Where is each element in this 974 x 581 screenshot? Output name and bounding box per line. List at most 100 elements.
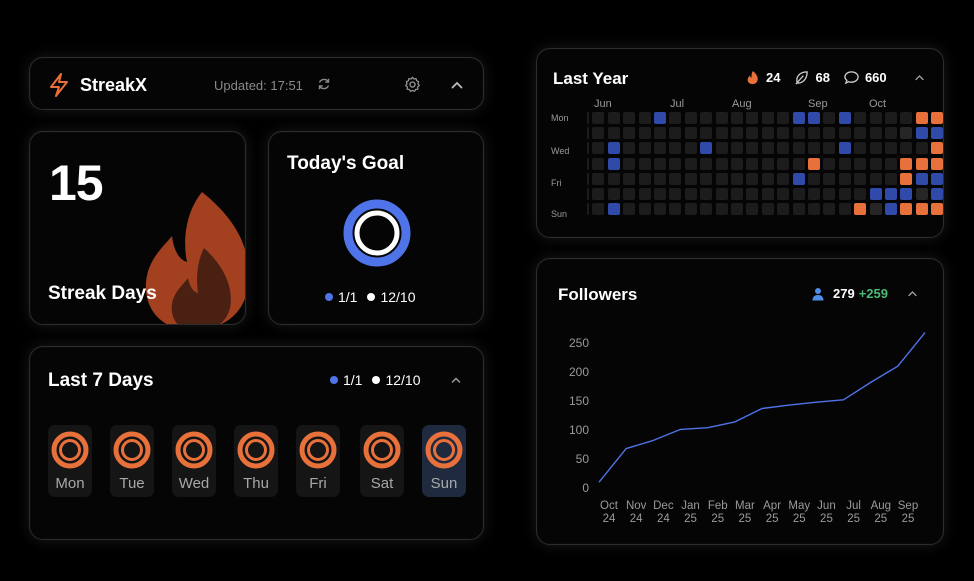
day-cell[interactable]: [823, 142, 836, 155]
day-cell[interactable]: [777, 188, 790, 200]
day-cell[interactable]: [684, 142, 697, 155]
day-cell[interactable]: [654, 127, 666, 140]
day-cell[interactable]: [700, 142, 713, 155]
day-cell[interactable]: [654, 112, 666, 124]
day-cell[interactable]: [684, 157, 697, 170]
day-cell[interactable]: [746, 142, 759, 155]
day-fri[interactable]: Fri: [296, 425, 340, 497]
day-cell[interactable]: [838, 112, 851, 124]
day-cell[interactable]: [669, 142, 682, 155]
day-cell[interactable]: [587, 157, 589, 170]
day-cell[interactable]: [761, 127, 774, 140]
day-cell[interactable]: [885, 188, 897, 200]
day-cell[interactable]: [684, 172, 697, 185]
day-cell[interactable]: [592, 188, 605, 200]
day-cell[interactable]: [654, 157, 666, 170]
day-cell[interactable]: [607, 188, 620, 200]
day-cell[interactable]: [592, 203, 605, 216]
day-cell[interactable]: [900, 112, 913, 124]
day-cell[interactable]: [715, 127, 728, 140]
day-mon[interactable]: Mon: [48, 425, 92, 497]
day-cell[interactable]: [915, 127, 928, 140]
day-cell[interactable]: [731, 188, 743, 200]
day-cell[interactable]: [715, 142, 728, 155]
day-cell[interactable]: [792, 157, 805, 170]
day-cell[interactable]: [854, 127, 867, 140]
day-cell[interactable]: [915, 157, 928, 170]
day-cell[interactable]: [777, 172, 790, 185]
day-cell[interactable]: [587, 127, 589, 140]
day-cell[interactable]: [854, 203, 867, 216]
day-cell[interactable]: [808, 142, 820, 155]
day-cell[interactable]: [900, 172, 913, 185]
day-cell[interactable]: [715, 112, 728, 124]
day-cell[interactable]: [915, 112, 928, 124]
day-cell[interactable]: [746, 172, 759, 185]
chevron-up-icon[interactable]: [914, 72, 925, 83]
day-cell[interactable]: [623, 188, 636, 200]
day-cell[interactable]: [792, 127, 805, 140]
day-cell[interactable]: [684, 188, 697, 200]
day-cell[interactable]: [587, 188, 589, 200]
day-cell[interactable]: [900, 188, 913, 200]
day-cell[interactable]: [854, 188, 867, 200]
day-cell[interactable]: [808, 172, 820, 185]
day-cell[interactable]: [638, 188, 651, 200]
day-cell[interactable]: [700, 127, 713, 140]
day-tue[interactable]: Tue: [110, 425, 154, 497]
day-cell[interactable]: [854, 172, 867, 185]
day-cell[interactable]: [792, 142, 805, 155]
day-cell[interactable]: [761, 203, 774, 216]
day-cell[interactable]: [731, 142, 743, 155]
day-cell[interactable]: [761, 172, 774, 185]
day-cell[interactable]: [715, 203, 728, 216]
day-cell[interactable]: [731, 203, 743, 216]
day-cell[interactable]: [607, 142, 620, 155]
day-cell[interactable]: [869, 157, 882, 170]
day-cell[interactable]: [838, 142, 851, 155]
day-sun[interactable]: Sun: [422, 425, 466, 497]
day-cell[interactable]: [684, 112, 697, 124]
day-cell[interactable]: [654, 172, 666, 185]
day-cell[interactable]: [638, 142, 651, 155]
day-cell[interactable]: [684, 203, 697, 216]
day-cell[interactable]: [854, 157, 867, 170]
day-cell[interactable]: [587, 112, 589, 124]
day-cell[interactable]: [700, 203, 713, 216]
day-cell[interactable]: [623, 203, 636, 216]
day-cell[interactable]: [777, 112, 790, 124]
day-cell[interactable]: [587, 203, 589, 216]
chevron-up-icon[interactable]: [907, 288, 918, 299]
day-cell[interactable]: [669, 127, 682, 140]
day-cell[interactable]: [792, 112, 805, 124]
day-cell[interactable]: [854, 112, 867, 124]
day-cell[interactable]: [607, 172, 620, 185]
day-cell[interactable]: [638, 157, 651, 170]
day-cell[interactable]: [592, 142, 605, 155]
day-cell[interactable]: [915, 142, 928, 155]
day-cell[interactable]: [931, 188, 943, 200]
day-cell[interactable]: [638, 112, 651, 124]
day-cell[interactable]: [607, 112, 620, 124]
day-cell[interactable]: [731, 112, 743, 124]
day-cell[interactable]: [623, 157, 636, 170]
day-cell[interactable]: [777, 157, 790, 170]
day-cell[interactable]: [915, 203, 928, 216]
day-cell[interactable]: [869, 112, 882, 124]
chevron-up-icon[interactable]: [450, 374, 462, 386]
day-cell[interactable]: [700, 157, 713, 170]
day-cell[interactable]: [654, 142, 666, 155]
day-cell[interactable]: [715, 172, 728, 185]
day-cell[interactable]: [885, 157, 897, 170]
day-cell[interactable]: [869, 172, 882, 185]
day-cell[interactable]: [761, 112, 774, 124]
day-cell[interactable]: [669, 112, 682, 124]
day-thu[interactable]: Thu: [234, 425, 278, 497]
day-cell[interactable]: [792, 188, 805, 200]
day-cell[interactable]: [746, 127, 759, 140]
day-cell[interactable]: [823, 112, 836, 124]
day-cell[interactable]: [808, 157, 820, 170]
gear-icon[interactable]: [404, 76, 421, 93]
day-cell[interactable]: [669, 188, 682, 200]
day-cell[interactable]: [746, 188, 759, 200]
